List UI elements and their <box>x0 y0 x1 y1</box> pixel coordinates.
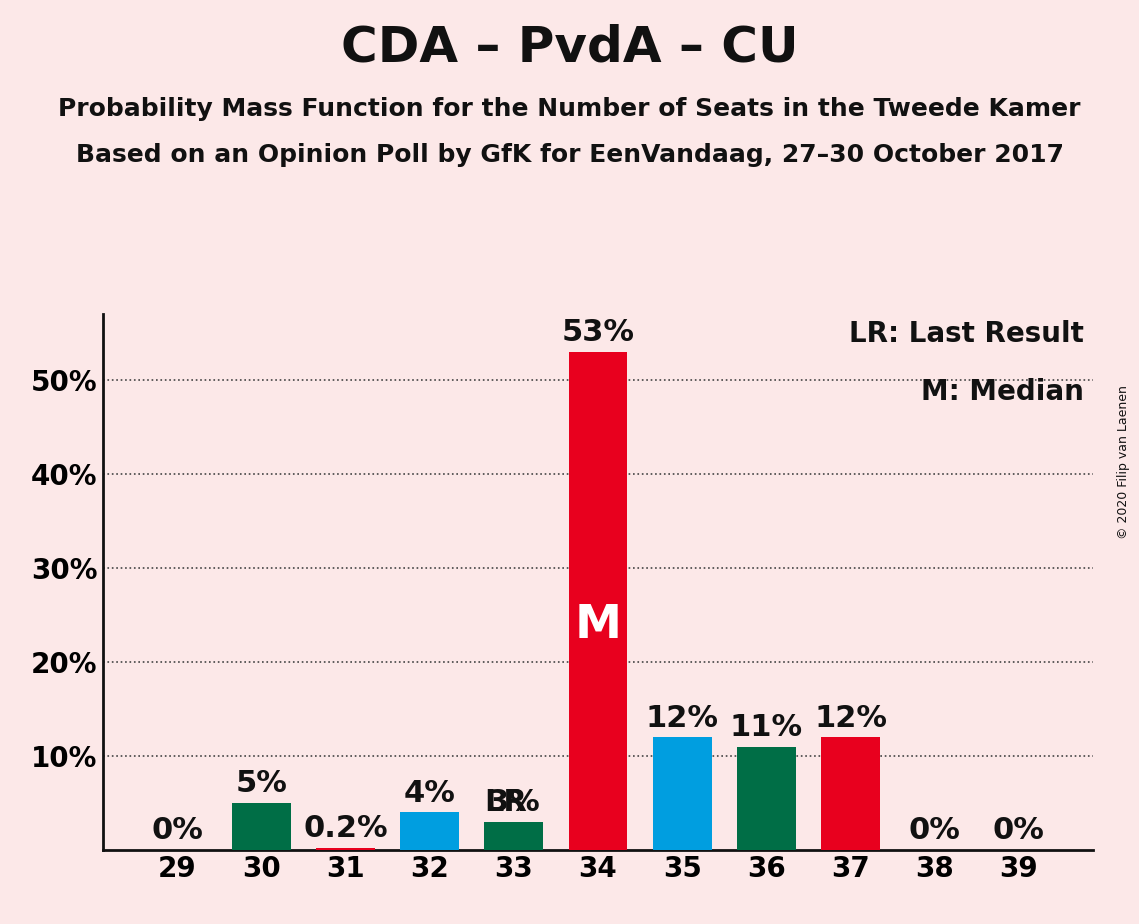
Text: 11%: 11% <box>730 713 803 742</box>
Text: M: M <box>574 603 622 649</box>
Text: 53%: 53% <box>562 318 634 347</box>
Text: 12%: 12% <box>646 703 719 733</box>
Text: © 2020 Filip van Laenen: © 2020 Filip van Laenen <box>1117 385 1130 539</box>
Bar <box>737 747 796 850</box>
Bar <box>821 737 880 850</box>
Bar <box>568 352 628 850</box>
Bar <box>316 848 375 850</box>
Text: LR: LR <box>484 788 527 817</box>
Text: 3%: 3% <box>487 788 540 817</box>
Text: 4%: 4% <box>403 779 456 808</box>
Bar <box>484 821 543 850</box>
Text: CDA – PvdA – CU: CDA – PvdA – CU <box>341 23 798 71</box>
Text: LR: Last Result: LR: Last Result <box>849 320 1083 347</box>
Text: M: Median: M: Median <box>920 379 1083 407</box>
Text: 0%: 0% <box>909 817 960 845</box>
Text: 5%: 5% <box>236 770 287 798</box>
Bar <box>653 737 712 850</box>
Text: Probability Mass Function for the Number of Seats in the Tweede Kamer: Probability Mass Function for the Number… <box>58 97 1081 121</box>
Text: 0.2%: 0.2% <box>303 814 387 844</box>
Text: 0%: 0% <box>993 817 1044 845</box>
Text: 12%: 12% <box>814 703 887 733</box>
Bar <box>231 803 290 850</box>
Text: 0%: 0% <box>151 817 203 845</box>
Bar <box>400 812 459 850</box>
Text: Based on an Opinion Poll by GfK for EenVandaag, 27–30 October 2017: Based on an Opinion Poll by GfK for EenV… <box>75 143 1064 167</box>
